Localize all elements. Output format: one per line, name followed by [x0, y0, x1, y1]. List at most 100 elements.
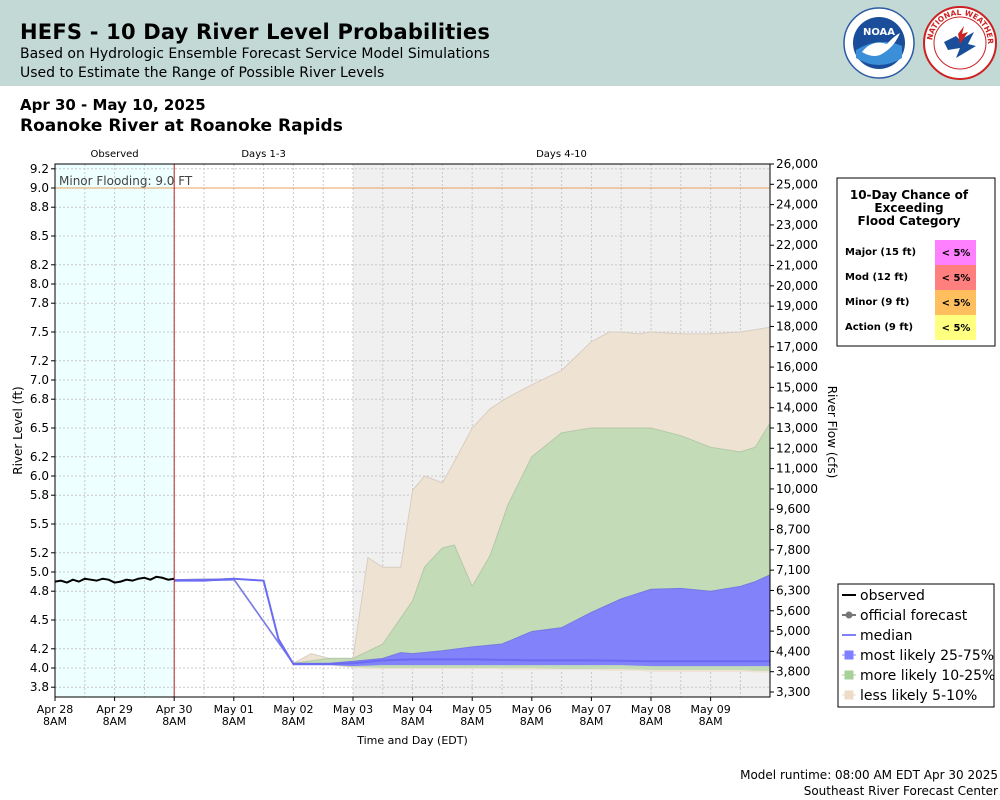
y2-tick-label-24: 24,000 — [776, 198, 818, 212]
y-tick-label-16: 7.8 — [30, 296, 49, 310]
y-tick-label-5: 5.0 — [30, 565, 49, 579]
chance-table-title-2: Flood Category — [858, 214, 961, 228]
y-tick-label-3: 4.5 — [30, 613, 49, 627]
y2-tick-label-0: 3,300 — [776, 685, 810, 699]
y2-tick-label-18: 18,000 — [776, 319, 818, 333]
flood-line-label: Minor Flooding: 9.0 FT — [59, 174, 193, 188]
forecast-center: Southeast River Forecast Center — [803, 784, 998, 798]
probability-bands — [174, 326, 771, 673]
chance-row-value-0: < 5% — [942, 248, 971, 259]
x-tick-sublabel-8: 8AM — [520, 715, 544, 728]
model-runtime: Model runtime: 08:00 AM EDT Apr 30 2025 — [740, 768, 998, 782]
y2-tick-label-14: 14,000 — [776, 401, 818, 415]
legend-label-4: more likely 10-25% — [860, 668, 995, 684]
y2-tick-label-16: 16,000 — [776, 360, 818, 374]
region-label-0: Observed — [91, 149, 139, 160]
chance-table-title-1: Exceeding — [874, 201, 943, 215]
y-tick-label-9: 6.0 — [30, 469, 49, 483]
x-tick-label-0: Apr 28 — [37, 703, 74, 716]
subtitle-1: Based on Hydrologic Ensemble Forecast Se… — [20, 46, 490, 62]
x-tick-sublabel-4: 8AM — [281, 715, 305, 728]
legend-label-0: observed — [860, 588, 925, 604]
band-edge-2 — [174, 573, 771, 664]
y-tick-label-11: 6.5 — [30, 421, 49, 435]
y2-tick-label-22: 22,000 — [776, 238, 818, 252]
nws-logo: NATIONAL WEATHER SERVICE — [922, 4, 997, 80]
chance-row-label-2: Minor (9 ft) — [845, 297, 910, 308]
chance-row-swatch-0 — [935, 240, 976, 265]
y-axis-title: River Level (ft) — [11, 386, 25, 474]
y-tick-label-0: 3.8 — [30, 680, 49, 694]
band-2 — [174, 573, 770, 667]
chance-row-label-1: Mod (12 ft) — [845, 272, 908, 283]
x-tick-sublabel-7: 8AM — [460, 715, 484, 728]
region-label-1: Days 1-3 — [241, 149, 285, 160]
x-tick-sublabel-0: 8AM — [43, 715, 67, 728]
y2-tick-label-4: 5,600 — [776, 604, 810, 618]
noaa-logo: NOAA — [843, 7, 915, 79]
legend: observed official forecast median most like… — [837, 583, 995, 708]
y-tick-label-7: 5.5 — [30, 517, 49, 531]
y-tick-label-21: 9.0 — [30, 181, 49, 195]
y-tick-label-13: 7.0 — [30, 373, 49, 387]
y-tick-label-18: 8.2 — [30, 258, 49, 272]
x-tick-label-9: May 07 — [571, 703, 611, 716]
legend-label-2: median — [860, 628, 912, 644]
y2-tick-label-13: 13,000 — [776, 421, 818, 435]
x-tick-label-1: Apr 29 — [96, 703, 133, 716]
y2-tick-label-7: 7,800 — [776, 543, 810, 557]
x-tick-sublabel-2: 8AM — [162, 715, 186, 728]
y2-axis-title: River Flow (cfs) — [825, 386, 839, 479]
y2-tick-label-25: 25,000 — [776, 177, 818, 191]
y-tick-label-1: 4.0 — [30, 661, 49, 675]
x-tick-label-10: May 08 — [631, 703, 671, 716]
chance-row-value-2: < 5% — [942, 298, 971, 309]
y2-tick-label-2: 4,400 — [776, 644, 810, 658]
y-tick-label-19: 8.5 — [30, 229, 49, 243]
y2-tick-label-12: 12,000 — [776, 441, 818, 455]
series-lines — [54, 164, 770, 697]
y-tick-label-2: 4.2 — [30, 642, 49, 656]
chance-row-swatch-1 — [935, 265, 976, 290]
band-edge-1 — [174, 418, 771, 664]
location-title: Roanoke River at Roanoke Rapids — [20, 116, 343, 136]
chance-row-label-3: Action (9 ft) — [845, 322, 913, 333]
y2-tick-label-17: 17,000 — [776, 340, 818, 354]
x-tick-sublabel-9: 8AM — [579, 715, 603, 728]
y2-tick-label-5: 6,300 — [776, 583, 810, 597]
x-tick-sublabel-5: 8AM — [341, 715, 365, 728]
header-banner: HEFS - 10 Day River Level Probabilities … — [0, 0, 1000, 86]
legend-marker-4 — [844, 670, 854, 680]
x-tick-sublabel-1: 8AM — [103, 715, 127, 728]
y2-tick-label-10: 10,000 — [776, 482, 818, 496]
y2-tick-label-20: 20,000 — [776, 279, 818, 293]
y-tick-label-8: 5.8 — [30, 488, 49, 502]
region-label-2: Days 4-10 — [536, 149, 587, 160]
chance-table-title-0: 10-Day Chance of — [850, 188, 969, 202]
y-tick-label-6: 5.2 — [30, 546, 49, 560]
x-tick-label-11: May 09 — [690, 703, 730, 716]
y-tick-label-20: 8.8 — [30, 200, 49, 214]
x-tick-label-2: Apr 30 — [156, 703, 193, 716]
legend-box — [837, 583, 995, 708]
y2-tick-label-19: 19,000 — [776, 299, 818, 313]
y-tick-label-12: 6.8 — [30, 392, 49, 406]
y-tick-label-22: 9.2 — [30, 162, 49, 176]
y2-tick-label-9: 9,600 — [776, 502, 810, 516]
y2-tick-label-3: 5,000 — [776, 624, 810, 638]
page-title: HEFS - 10 Day River Level Probabilities — [20, 20, 491, 44]
chance-row-swatch-3 — [935, 315, 976, 340]
legend-marker-5 — [844, 690, 854, 700]
y2-tick-label-21: 21,000 — [776, 259, 818, 273]
legend-marker-3 — [844, 650, 854, 660]
x-axis-title: Time and Day (EDT) — [356, 734, 468, 747]
x-tick-sublabel-3: 8AM — [222, 715, 246, 728]
y2-tick-label-11: 11,000 — [776, 462, 818, 476]
y2-tick-label-8: 8,700 — [776, 523, 810, 537]
x-tick-label-4: May 02 — [273, 703, 313, 716]
line-3 — [174, 577, 770, 666]
x-tick-label-5: May 03 — [333, 703, 373, 716]
x-tick-sublabel-6: 8AM — [401, 715, 425, 728]
y2-tick-label-26: 26,000 — [776, 157, 818, 171]
